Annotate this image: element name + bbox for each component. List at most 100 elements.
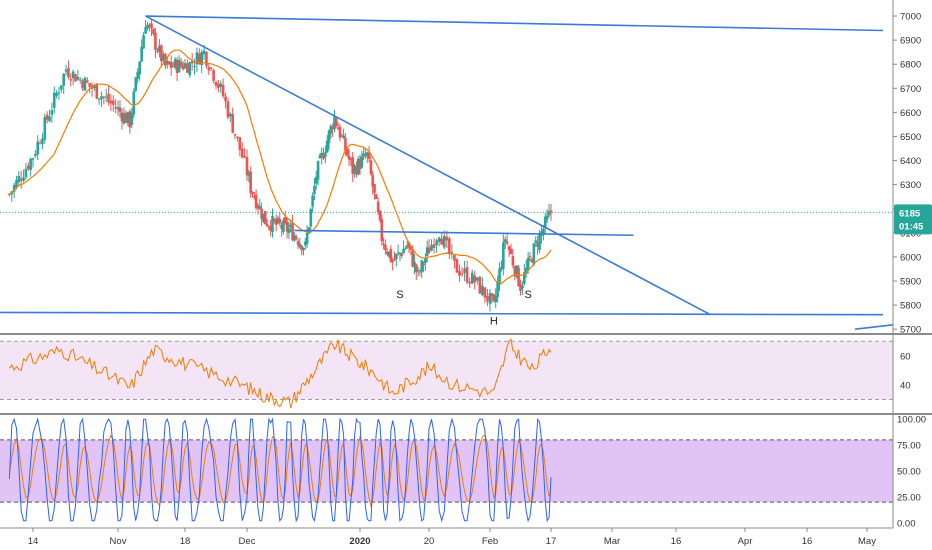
candle-body — [57, 92, 61, 94]
candle-body — [523, 272, 526, 284]
support-trendline[interactable] — [0, 311, 884, 316]
candle-body — [93, 86, 96, 88]
candle-body — [420, 260, 424, 272]
stochastic-pane — [0, 417, 893, 523]
candle-body — [102, 96, 106, 98]
price-tick-label: 6600 — [900, 108, 921, 119]
candle-body — [526, 257, 530, 269]
candle-body — [12, 185, 16, 192]
candle-body — [45, 115, 49, 120]
candle-body — [38, 143, 42, 145]
candle-body — [507, 246, 511, 250]
candle-body — [318, 155, 322, 159]
candle-body — [100, 96, 103, 100]
time-tick-label: Feb — [482, 536, 498, 547]
candle-body — [333, 116, 336, 130]
candle-body — [238, 137, 242, 150]
candle-body — [150, 23, 153, 29]
candle-body — [314, 176, 318, 184]
candle-body — [547, 211, 551, 216]
candle-body — [309, 208, 313, 227]
candle-body — [179, 61, 183, 66]
time-tick-label: 20 — [424, 536, 435, 547]
candle-body — [458, 271, 461, 276]
candle-body — [29, 158, 32, 171]
candle-body — [398, 252, 402, 255]
price-tick-label: 6500 — [900, 132, 921, 143]
candle-body — [407, 242, 411, 248]
candle-body — [291, 223, 294, 241]
candle-body — [393, 259, 396, 261]
candle-body — [536, 242, 539, 248]
candle-body — [402, 248, 405, 254]
candle-body — [445, 236, 449, 241]
candle-body — [124, 112, 128, 123]
candle-body — [542, 228, 545, 234]
lower-trendline[interactable] — [854, 324, 894, 330]
rsi-pane — [0, 338, 893, 409]
candle-body — [296, 241, 300, 245]
descending-trendline[interactable] — [145, 15, 711, 316]
candle-body — [486, 295, 489, 302]
candle-body — [534, 240, 538, 243]
candle-body — [422, 263, 425, 266]
candle-body — [384, 245, 387, 251]
candle-body — [188, 62, 192, 76]
candle-body — [325, 140, 329, 153]
candle-body — [240, 148, 244, 158]
candle-body — [280, 224, 283, 229]
candle-body — [515, 265, 518, 278]
time-tick-label: 14 — [28, 536, 39, 547]
time-tick-label: May — [858, 536, 876, 547]
candle-body — [190, 61, 194, 64]
candle-body — [336, 127, 340, 130]
candle-body — [324, 152, 327, 157]
candle-body — [351, 157, 355, 174]
candle-body — [262, 213, 265, 222]
candle-body — [380, 219, 384, 242]
candle-body — [389, 248, 393, 262]
candle-body — [48, 116, 51, 122]
candle-body — [205, 52, 208, 66]
upper-trendline[interactable] — [145, 15, 884, 32]
candle-body — [503, 239, 507, 243]
candle-body — [19, 178, 23, 181]
candle-body — [304, 241, 307, 246]
candle-body — [494, 295, 498, 303]
candle-body — [67, 68, 70, 78]
candle-body — [353, 165, 356, 172]
time-tick-label: Apr — [738, 536, 753, 547]
candle-body — [500, 267, 503, 270]
candle-body — [378, 210, 382, 220]
candle-body — [329, 125, 333, 134]
candle-body — [130, 112, 134, 125]
time-tick-label: 16 — [802, 536, 813, 547]
stoch-tick-label: 25.00 — [897, 492, 921, 503]
candle-body — [22, 177, 25, 181]
candle-body — [212, 70, 215, 81]
candle-body — [391, 260, 394, 263]
candle-body — [524, 267, 528, 274]
candle-body — [81, 80, 84, 89]
candle-body — [517, 267, 520, 287]
candle-body — [505, 241, 509, 244]
candle-body — [52, 92, 56, 108]
neckline-trendline[interactable] — [294, 229, 634, 237]
candle-body — [481, 285, 484, 295]
candle-body — [214, 81, 218, 86]
candle-body — [165, 60, 169, 65]
bar-countdown-label: 01:45 — [899, 221, 924, 232]
candle-body — [109, 100, 113, 104]
candle-body — [545, 215, 549, 220]
candle-body — [34, 153, 37, 156]
candle-body — [465, 267, 469, 283]
rsi-band-fill — [0, 341, 893, 400]
pattern-label: S — [524, 289, 531, 301]
candle-body — [311, 195, 314, 207]
candle-body — [146, 24, 149, 29]
candle-body — [365, 152, 369, 157]
stoch-k-line — [8, 417, 552, 523]
candle-body — [349, 158, 353, 160]
